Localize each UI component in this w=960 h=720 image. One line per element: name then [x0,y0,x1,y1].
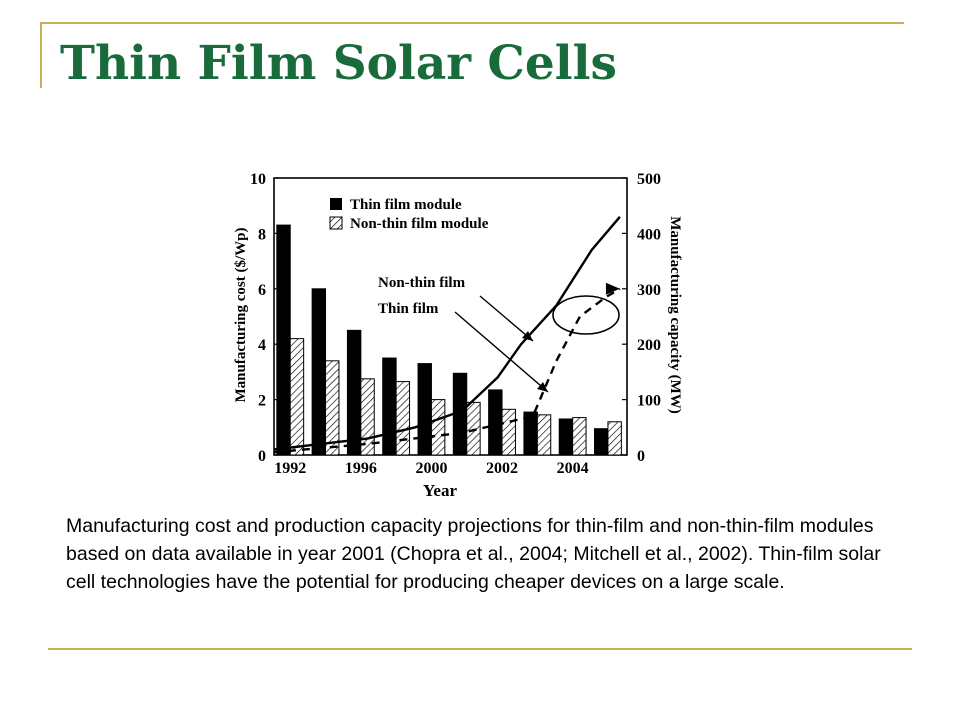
bar-non-thin-film [395,381,411,456]
annotation-arrow-non-thin-film [479,295,534,342]
y-tick-label: 2 [258,393,266,410]
thin-film-capacity-line [273,287,621,454]
bar-thin-film [417,363,432,456]
x-tick-label: 2004 [557,460,589,477]
y-axis-label: Manufacturing cost ($/Wp) [233,228,249,403]
legend-label-thin-film: Thin film module [350,197,462,213]
x-tick-label: 2000 [415,460,447,477]
bar-thin-film [558,418,574,456]
annotation-arrowhead-thin-film [537,382,548,392]
chart-legend: Thin film module Non-thin film module [329,197,489,232]
bar-thin-film [346,329,362,456]
left-rule [40,22,42,88]
bar-non-thin-film [430,399,446,456]
annotation-arrowhead-non-thin-film [522,331,533,341]
slide-title: Thin Film Solar Cells [60,36,617,91]
bar-non-thin-film [325,360,340,456]
bar-thin-film [594,428,609,456]
plot-frame [273,177,628,456]
y2-tick-label: 500 [637,171,661,188]
bar-thin-film [311,288,327,456]
y-tick-label: 4 [258,337,266,354]
y-tick-label: 10 [250,171,266,188]
bar-thin-film [488,389,503,456]
bar-thin-film [276,224,291,456]
y2-tick-label: 300 [637,282,661,299]
highlight-ellipse [552,295,620,335]
x-axis-label: Year [423,481,457,500]
top-rule [40,22,904,24]
line-annotations: Non-thin film Thin film [378,275,549,393]
bar-non-thin-film [289,338,305,456]
bar-non-thin-film [607,421,622,456]
y2-tick-label: 200 [637,337,661,354]
bar-non-thin-film [536,414,552,456]
legend-label-non-thin-film: Non-thin film module [350,216,489,232]
arrowhead [605,282,620,295]
annotation-non-thin-film: Non-thin film [378,275,466,291]
y-tick-label: 6 [258,282,266,299]
bottom-rule [48,648,912,650]
y2-axis-label: Manufacturing capacity (MW) [667,216,683,413]
x-tick-label: 2002 [486,460,518,477]
bar-non-thin-film [572,417,587,456]
y-tick-label: 0 [258,448,266,465]
legend-swatch-thin-film [330,198,342,210]
x-tick-label: 1992 [274,460,306,477]
legend-swatch-non-thin-film [329,216,343,230]
x-tick-label: 1996 [345,460,377,477]
y2-tick-label: 0 [637,448,645,465]
bar-non-thin-film [466,401,481,456]
annotation-thin-film: Thin film [378,301,439,317]
y2-tick-label: 400 [637,226,661,243]
y2-tick-label: 100 [637,393,661,410]
y-tick-label: 8 [258,226,266,243]
slide-caption: Manufacturing cost and production capaci… [66,515,881,593]
bar-non-thin-film [360,378,375,456]
bar-series [276,224,622,456]
non-thin-film-capacity-line [273,216,621,451]
bar-non-thin-film [501,408,516,456]
annotation-arrow-thin-film [454,311,549,393]
capacity-lines [273,216,621,454]
